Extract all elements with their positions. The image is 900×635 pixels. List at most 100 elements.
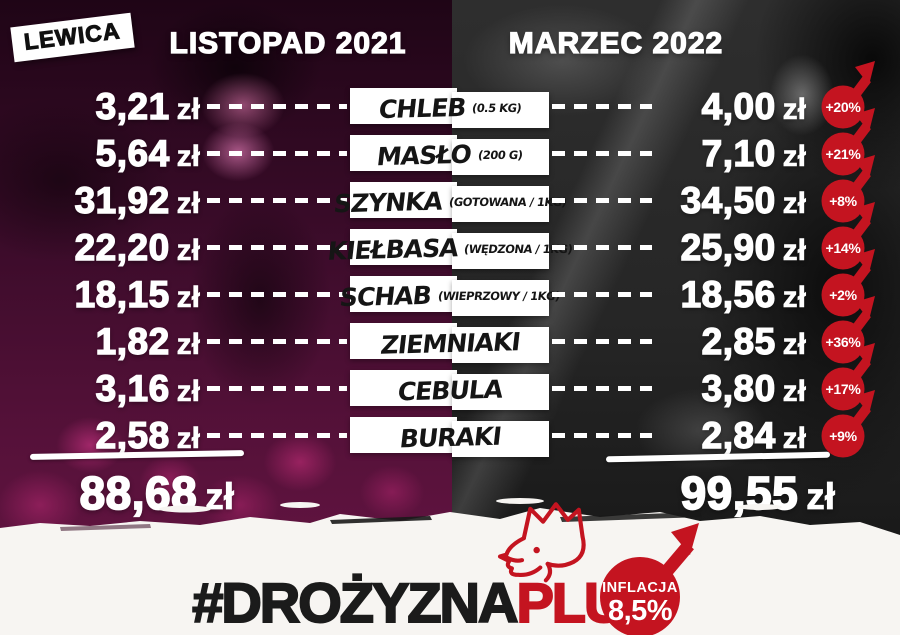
product-name-wrap: CEBULA bbox=[346, 372, 554, 408]
new-price: 25,90 zł bbox=[560, 226, 806, 269]
label-box-left bbox=[350, 88, 457, 124]
eagle-crown-logo-icon bbox=[497, 502, 586, 583]
label-box-left bbox=[350, 417, 457, 453]
new-price-value: 2,84 bbox=[701, 414, 776, 456]
new-price-value: 25,90 bbox=[680, 226, 776, 268]
total-old: 88,68 zł bbox=[22, 466, 235, 520]
percent-change: +2% bbox=[829, 287, 857, 303]
currency-label: zł bbox=[782, 281, 806, 315]
total-new: 99,55 zł bbox=[620, 466, 836, 520]
label-box-right bbox=[452, 280, 549, 316]
currency-label: zł bbox=[782, 234, 806, 268]
price-increase-badge: +9% bbox=[821, 390, 875, 458]
dash-line-left bbox=[207, 339, 347, 344]
percent-change: +20% bbox=[826, 99, 862, 115]
label-box-left bbox=[350, 323, 457, 359]
old-price: 2,58 zł bbox=[0, 414, 200, 457]
increase-arrowhead-icon bbox=[855, 202, 875, 226]
old-price-value: 2,58 bbox=[95, 414, 170, 456]
dash-line-left bbox=[207, 292, 347, 297]
label-box-right bbox=[452, 92, 549, 128]
percent-change: +8% bbox=[829, 193, 857, 209]
dash-line-right bbox=[552, 245, 652, 250]
old-price: 22,20 zł bbox=[0, 226, 200, 269]
dash-line-right bbox=[552, 339, 652, 344]
currency-label: zł bbox=[176, 375, 200, 409]
product-name-wrap: KIEŁBASA (WĘDZONA / 1KG) bbox=[326, 231, 574, 267]
currency-label: zł bbox=[176, 187, 200, 221]
dash-line-right bbox=[552, 386, 652, 391]
inflation-circle bbox=[600, 557, 680, 635]
new-price: 7,10 zł bbox=[560, 132, 806, 175]
dash-line-right bbox=[552, 151, 652, 156]
dash-line-left bbox=[207, 433, 347, 438]
currency-label: zł bbox=[782, 375, 806, 409]
currency-label: zł bbox=[205, 476, 235, 518]
old-price: 5,64 zł bbox=[0, 132, 200, 175]
dash-line-left bbox=[207, 151, 347, 156]
currency-label: zł bbox=[176, 93, 200, 127]
percent-circle bbox=[821, 414, 865, 458]
dash-line-right bbox=[552, 104, 652, 109]
old-price-value: 22,20 bbox=[74, 226, 170, 268]
product-detail: (0.5 KG) bbox=[471, 101, 523, 115]
total-new-value: 99,55 bbox=[680, 466, 799, 520]
product-detail: (GOTOWANA / 1KG) bbox=[447, 195, 568, 209]
currency-label: zł bbox=[176, 281, 200, 315]
label-box-right bbox=[452, 233, 549, 269]
currency-label: zł bbox=[782, 93, 806, 127]
old-price: 3,21 zł bbox=[0, 85, 200, 128]
inflation-label: INFLACJA bbox=[602, 580, 678, 596]
price-increase-badge: +17% bbox=[821, 343, 875, 411]
old-price-value: 3,21 bbox=[95, 85, 170, 127]
product-name: CHLEB bbox=[376, 92, 467, 124]
product-name: KIEŁBASA bbox=[325, 232, 459, 266]
new-price: 18,56 zł bbox=[560, 273, 806, 316]
new-price-value: 34,50 bbox=[680, 179, 776, 221]
currency-label: zł bbox=[176, 140, 200, 174]
percent-change: +17% bbox=[826, 381, 862, 397]
currency-label: zł bbox=[782, 140, 806, 174]
label-box-right bbox=[452, 139, 549, 175]
currency-label: zł bbox=[782, 328, 806, 362]
new-price: 4,00 zł bbox=[560, 85, 806, 128]
increase-arrowhead-icon bbox=[855, 390, 875, 414]
product-name-wrap: MASŁO (200 G) bbox=[346, 137, 554, 173]
product-name-wrap: ZIEMNIAKI bbox=[346, 325, 554, 361]
product-name: SCHAB bbox=[338, 280, 433, 312]
currency-label: zł bbox=[176, 328, 200, 362]
percent-circle bbox=[821, 367, 865, 411]
increase-arrowhead-icon bbox=[855, 61, 875, 85]
label-box-left bbox=[350, 276, 457, 312]
label-box-left bbox=[350, 370, 457, 406]
increase-arrowhead-icon bbox=[855, 343, 875, 367]
product-name-wrap: SZYNKA (GOTOWANA / 1KG) bbox=[332, 184, 567, 220]
percent-circle bbox=[821, 85, 865, 129]
old-price-value: 31,92 bbox=[74, 179, 170, 221]
price-increase-badge: +8% bbox=[821, 155, 875, 223]
new-price: 2,85 zł bbox=[560, 320, 806, 363]
label-box-right bbox=[452, 186, 549, 222]
label-box-right bbox=[452, 374, 549, 410]
label-box-left bbox=[350, 229, 457, 265]
percent-change: +14% bbox=[826, 240, 862, 256]
old-price-value: 5,64 bbox=[95, 132, 170, 174]
percent-circle bbox=[821, 179, 865, 223]
currency-label: zł bbox=[176, 422, 200, 456]
hashtag-black-part: #DROŻYZNA bbox=[191, 570, 519, 635]
price-increase-badge: +21% bbox=[821, 108, 875, 176]
dash-line-right bbox=[552, 433, 652, 438]
price-increase-badge: +20% bbox=[821, 61, 875, 129]
label-box-right bbox=[452, 421, 549, 457]
percent-circle bbox=[821, 132, 865, 176]
old-price-value: 18,15 bbox=[74, 273, 170, 315]
old-price: 18,15 zł bbox=[0, 273, 200, 316]
new-price: 34,50 zł bbox=[560, 179, 806, 222]
new-price-value: 3,80 bbox=[701, 367, 776, 409]
dash-line-left bbox=[207, 104, 347, 109]
new-price-value: 4,00 bbox=[701, 85, 776, 127]
price-increase-badge: +14% bbox=[821, 202, 875, 270]
percent-circle bbox=[821, 226, 865, 270]
currency-label: zł bbox=[782, 422, 806, 456]
dash-line-left bbox=[207, 198, 347, 203]
